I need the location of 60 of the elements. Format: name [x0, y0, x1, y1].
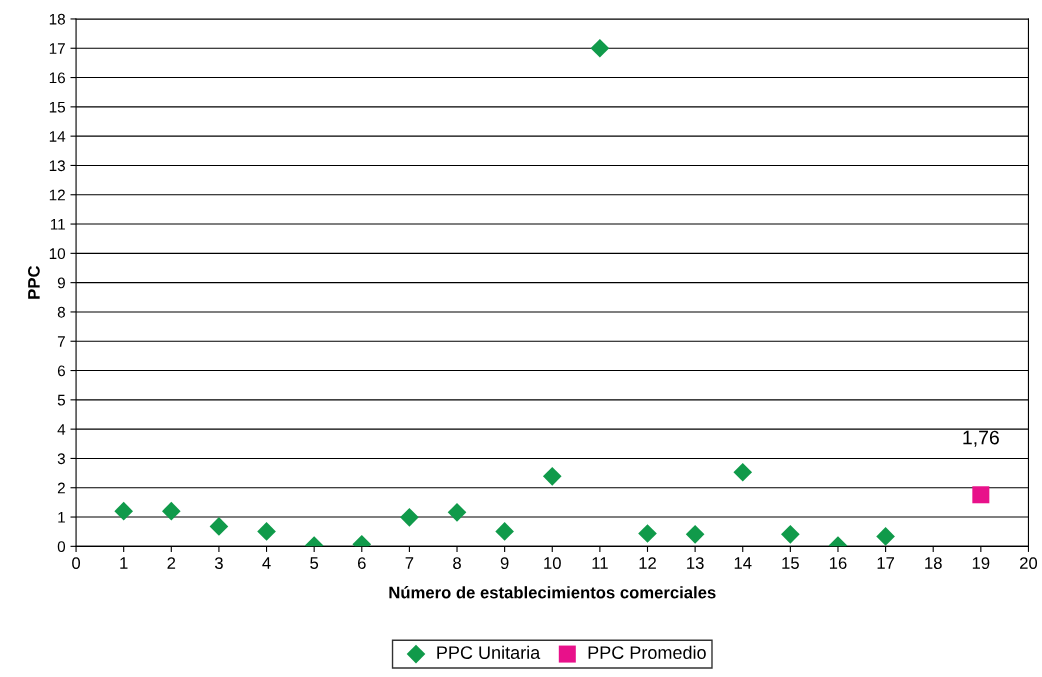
- x-tick-label: 3: [214, 557, 223, 569]
- x-tick-label: 18: [925, 557, 942, 569]
- x-tick-label: 17: [877, 557, 895, 569]
- point: [733, 462, 753, 482]
- x-tick-label: 9: [500, 557, 509, 569]
- x-tick-label: 11: [592, 557, 608, 569]
- y-tick-label: 7: [57, 336, 65, 347]
- y-tick-label: 3: [57, 453, 65, 465]
- point: [685, 525, 705, 544]
- point: [400, 508, 419, 527]
- point: [876, 527, 895, 546]
- point: [161, 501, 181, 521]
- y-tick-label: 17: [49, 43, 65, 54]
- x-tick-label: 6: [357, 557, 366, 569]
- y-tick-label: 2: [57, 482, 65, 494]
- x-tick-label: 14: [734, 557, 752, 569]
- x-tick-label: 16: [829, 557, 847, 569]
- point: [638, 524, 657, 543]
- x-tick-label: 19: [972, 557, 990, 569]
- x-tick-label: 7: [405, 557, 414, 569]
- x-tick-label: 8: [453, 557, 461, 569]
- y-tick-label: 14: [49, 131, 66, 142]
- x-tick-label: 10: [544, 557, 561, 569]
- x-tick-label: 5: [310, 557, 319, 569]
- point: [114, 501, 133, 521]
- y-tick-label: 11: [50, 219, 65, 230]
- x-tick-label: 20: [1020, 557, 1038, 569]
- y-tick-label: 15: [49, 101, 66, 113]
- y-axis-title: PPC: [28, 265, 40, 299]
- point: [447, 503, 467, 522]
- x-axis-title: Número de establecimientos comerciales: [389, 586, 716, 599]
- y-tick-label: 12: [49, 189, 65, 201]
- point: [542, 467, 562, 486]
- legend-label: PPC Unitaria: [437, 645, 541, 659]
- data-label: 1,76: [963, 430, 999, 447]
- y-tick-label: 6: [57, 365, 65, 377]
- y-tick-label: 10: [49, 248, 66, 260]
- point: [257, 522, 276, 541]
- x-tick-label: 2: [167, 557, 176, 569]
- point: [972, 486, 990, 504]
- x-tick-label: 13: [687, 557, 704, 569]
- legend-label: PPC Promedio: [588, 645, 706, 659]
- point: [209, 517, 229, 536]
- x-tick-label: 12: [639, 557, 656, 569]
- y-tick-label: 4: [57, 424, 66, 435]
- y-tick-label: 5: [57, 394, 66, 406]
- y-tick-label: 18: [49, 13, 65, 25]
- x-tick-label: 1: [120, 557, 128, 569]
- y-tick-label: 13: [49, 160, 65, 172]
- x-tick-label: 4: [262, 557, 271, 569]
- point: [781, 525, 800, 544]
- y-tick-label: 8: [57, 306, 65, 318]
- y-tick-label: 0: [57, 541, 66, 553]
- point: [495, 522, 514, 541]
- point: [590, 38, 610, 58]
- y-tick-label: 1: [58, 512, 65, 523]
- y-tick-label: 16: [49, 72, 65, 84]
- x-tick-label: 15: [782, 557, 799, 569]
- x-tick-label: 0: [72, 557, 81, 569]
- y-tick-label: 9: [57, 277, 65, 289]
